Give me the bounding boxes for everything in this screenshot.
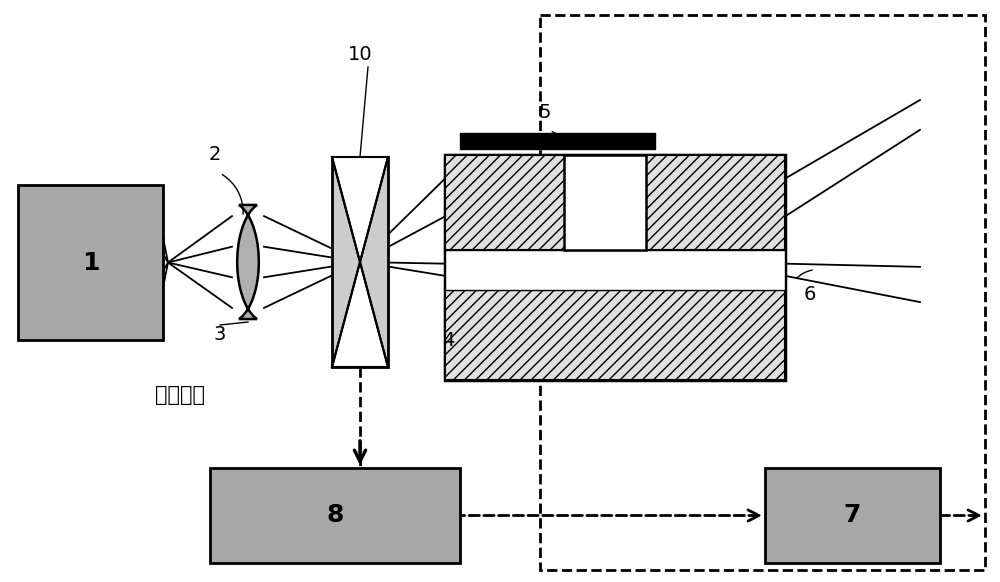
Text: 8: 8 [326,503,344,527]
Bar [540,15,985,570]
Text: 3: 3 [214,325,226,345]
Polygon shape [237,205,259,319]
Text: 参考频率: 参考频率 [155,385,205,405]
Bar [564,155,646,250]
Text: 7: 7 [844,503,861,527]
Bar [445,290,785,380]
Bar [445,250,785,290]
Text: 5: 5 [539,102,551,122]
Polygon shape [332,262,388,367]
Bar [332,157,388,367]
Bar [210,468,460,563]
Text: 2: 2 [209,146,221,165]
Polygon shape [332,157,388,262]
Text: 4: 4 [442,331,454,350]
Bar [445,155,785,380]
Text: 6: 6 [804,286,816,304]
Bar [765,468,940,563]
Bar [18,185,163,340]
Text: 1: 1 [82,250,99,275]
Text: 10: 10 [348,45,372,65]
Bar [460,133,655,149]
Bar [445,155,785,250]
